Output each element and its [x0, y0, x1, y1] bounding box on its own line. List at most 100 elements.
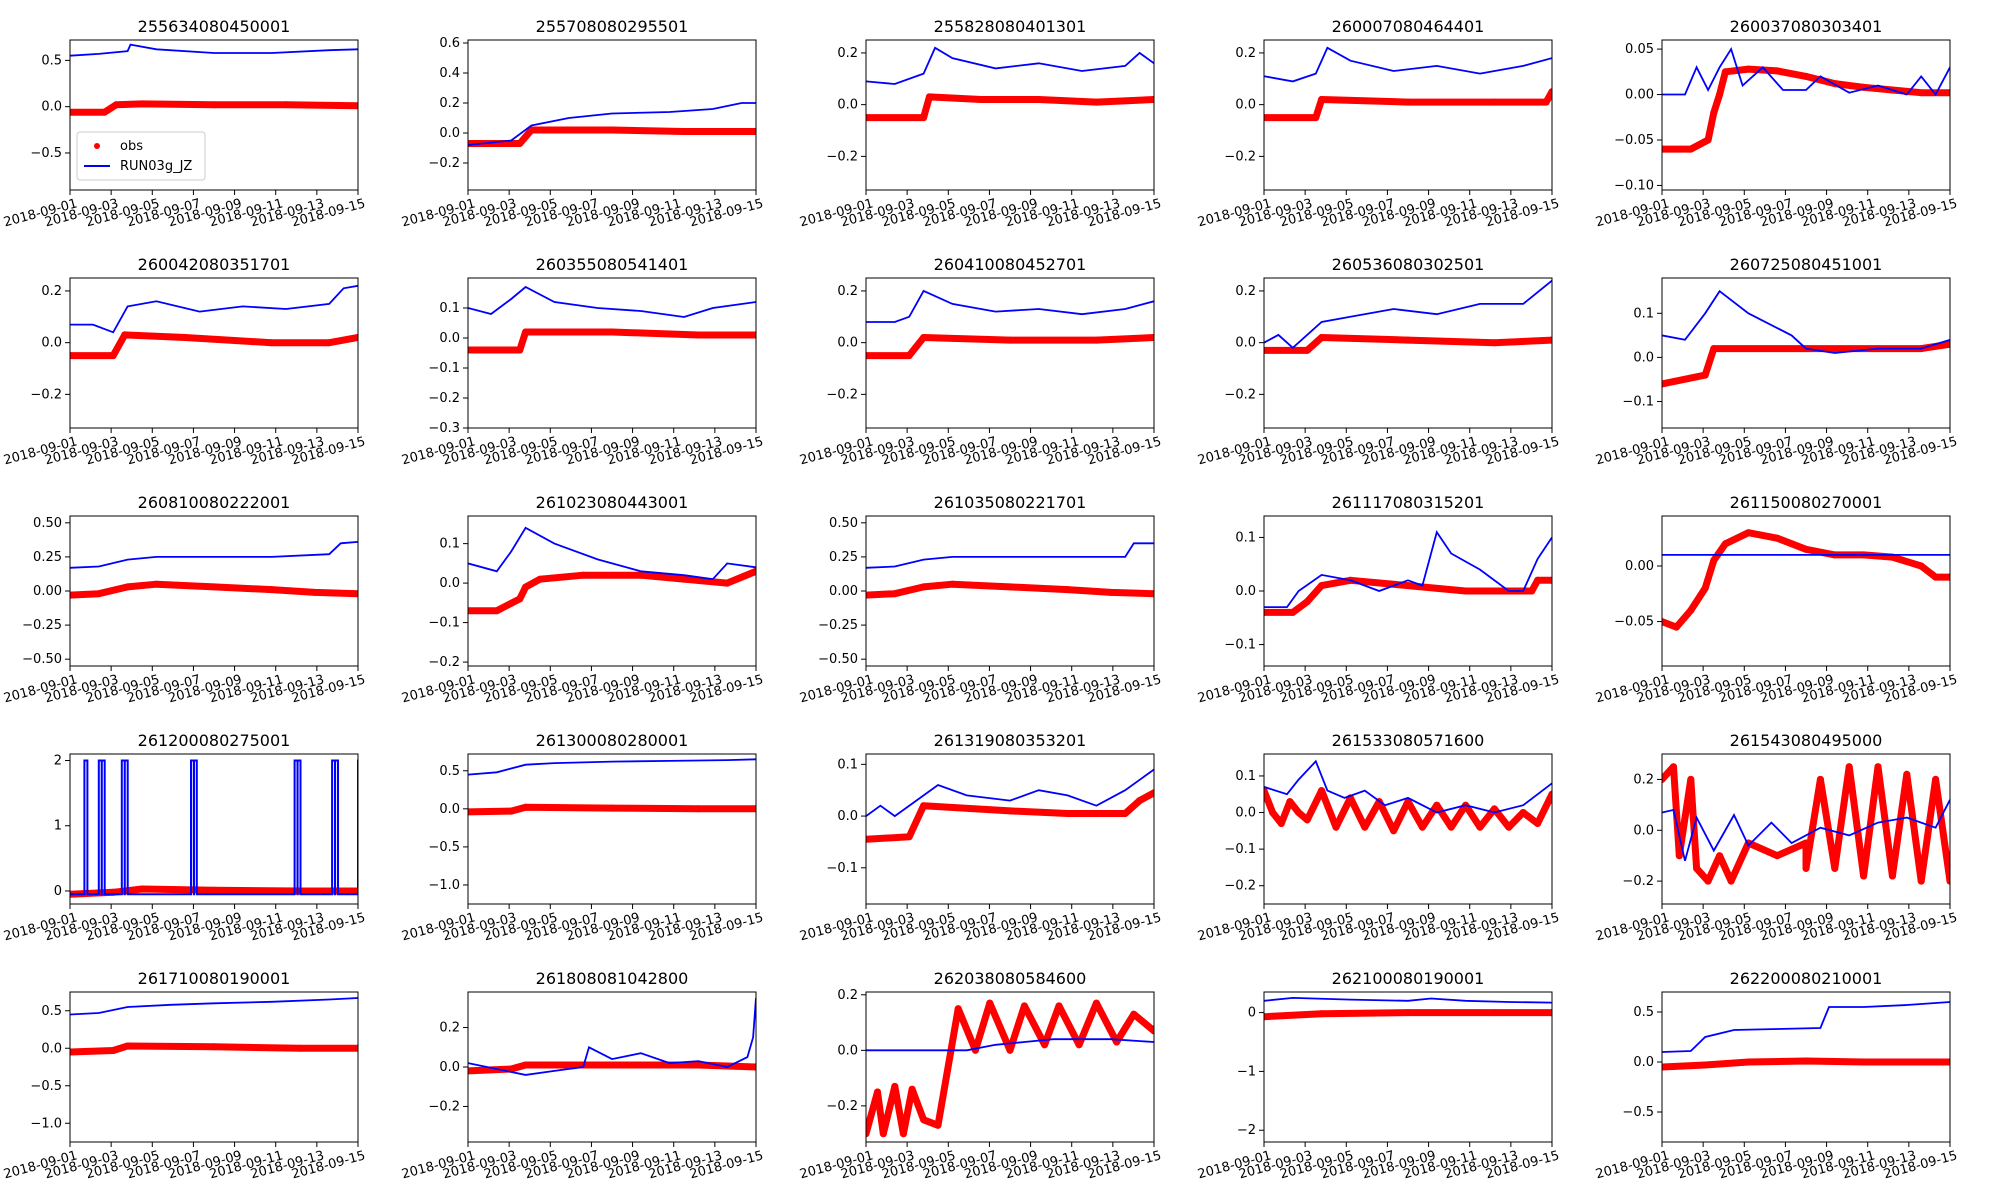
obs-point	[891, 1082, 899, 1090]
subplot: 2612000802750012102018-09-012018-09-0320…	[2, 731, 367, 944]
plot-area	[70, 43, 358, 116]
obs-point	[1874, 763, 1882, 771]
obs-point	[522, 1061, 530, 1069]
y-tick-label: 0.2	[837, 988, 858, 1003]
subplot: 2622000802100010.50.0−0.52018-09-012018-…	[1594, 969, 1959, 1182]
subplot-title: 261117080315201	[1332, 493, 1485, 512]
obs-point	[95, 590, 103, 598]
plot-area	[866, 289, 1154, 360]
y-tick-label: 0.50	[829, 516, 858, 531]
obs-point	[866, 352, 870, 360]
y-tick-label: 0.2	[837, 284, 858, 299]
obs-point	[954, 1005, 962, 1013]
obs-point	[879, 1130, 887, 1138]
subplot-title: 261023080443001	[536, 493, 689, 512]
obs-point	[1303, 598, 1311, 606]
obs-point	[1447, 823, 1455, 831]
y-tick-label: 0.0	[1633, 823, 1654, 838]
y-tick-label: 0.2	[1235, 46, 1256, 61]
y-tick-label: 2	[54, 754, 62, 769]
subplot: 2600370803034010.050.00−0.05−0.102018-09…	[1594, 17, 1959, 230]
plot-area	[468, 997, 756, 1076]
obs-point	[1662, 775, 1666, 783]
plot-area	[468, 102, 756, 147]
y-tick-label: −0.2	[428, 655, 460, 670]
plot-area	[1662, 289, 1950, 388]
obs-point	[1150, 96, 1154, 103]
model-series	[70, 284, 358, 334]
obs-point	[1269, 809, 1277, 816]
y-tick-label: 0.0	[439, 802, 460, 817]
obs-point	[282, 101, 290, 109]
obs-point	[1687, 775, 1695, 783]
plot-area	[866, 542, 1154, 599]
obs-point	[1548, 1009, 1552, 1017]
obs-point	[354, 102, 358, 110]
model-series	[70, 759, 358, 896]
plot-area	[1662, 1001, 1950, 1071]
y-tick-label: −1.0	[30, 1116, 62, 1131]
subplot: 2608100802220010.500.250.00−0.25−0.50201…	[2, 493, 367, 706]
obs-point	[1710, 345, 1718, 353]
axes-frame	[1661, 277, 1951, 429]
obs-point	[1816, 775, 1824, 783]
obs-series	[866, 999, 1154, 1138]
y-tick-label: 0.1	[837, 757, 858, 772]
subplot-title: 255634080450001	[138, 17, 291, 36]
obs-point	[522, 803, 530, 811]
subplot-title: 261035080221701	[934, 493, 1087, 512]
subplot-title: 261808081042800	[536, 969, 689, 988]
obs-point	[1773, 534, 1781, 542]
y-tick-label: 0.0	[41, 336, 62, 351]
model-series	[1662, 799, 1950, 862]
y-tick-label: 0.0	[1633, 1055, 1654, 1070]
obs-point	[891, 590, 899, 598]
obs-point	[1534, 820, 1542, 827]
obs-point	[1404, 336, 1412, 344]
obs-series	[70, 885, 358, 898]
obs-point	[977, 96, 985, 103]
model-series	[1264, 529, 1552, 608]
plot-area	[70, 284, 358, 360]
obs-point	[181, 334, 189, 341]
obs-point	[905, 833, 913, 841]
obs-point	[1727, 877, 1735, 885]
obs-point	[354, 590, 358, 598]
axes-frame	[467, 277, 757, 429]
obs-point	[1107, 588, 1115, 596]
y-tick-label: 0.1	[1235, 769, 1256, 784]
obs-point	[1318, 1010, 1326, 1018]
obs-point	[1662, 1063, 1666, 1071]
y-tick-label: 0.0	[1235, 336, 1256, 351]
y-tick-label: 1	[54, 819, 62, 834]
obs-point	[866, 114, 870, 122]
y-tick-label: 0.0	[439, 1060, 460, 1075]
y-tick-label: −0.50	[22, 652, 62, 667]
subplot: 2557080802955010.60.40.20.0−0.22018-09-0…	[400, 17, 765, 230]
obs-point	[138, 885, 146, 893]
subplot-title: 260355080541401	[536, 255, 689, 274]
obs-point	[1662, 145, 1666, 153]
obs-point	[1121, 810, 1129, 817]
model-series	[866, 542, 1154, 569]
axes-frame	[467, 515, 757, 667]
obs-point	[70, 108, 74, 116]
obs-point	[694, 1061, 702, 1069]
plot-area	[70, 759, 358, 898]
obs-series	[1264, 334, 1552, 354]
obs-point	[1390, 827, 1398, 835]
obs-point	[124, 1042, 132, 1050]
obs-point	[899, 1130, 907, 1138]
obs-point	[1946, 573, 1950, 581]
subplot-title: 260725080451001	[1730, 255, 1883, 274]
y-tick-label: 0.00	[1625, 88, 1654, 103]
plot-area	[1264, 529, 1552, 616]
obs-point	[752, 128, 756, 135]
obs-point	[1802, 72, 1810, 80]
y-tick-label: −0.05	[1614, 133, 1654, 148]
obs-point	[1662, 380, 1666, 388]
y-tick-label: 0.0	[1235, 584, 1256, 599]
y-tick-label: 0.0	[439, 576, 460, 591]
obs-point	[1802, 864, 1810, 872]
obs-point	[920, 583, 928, 591]
